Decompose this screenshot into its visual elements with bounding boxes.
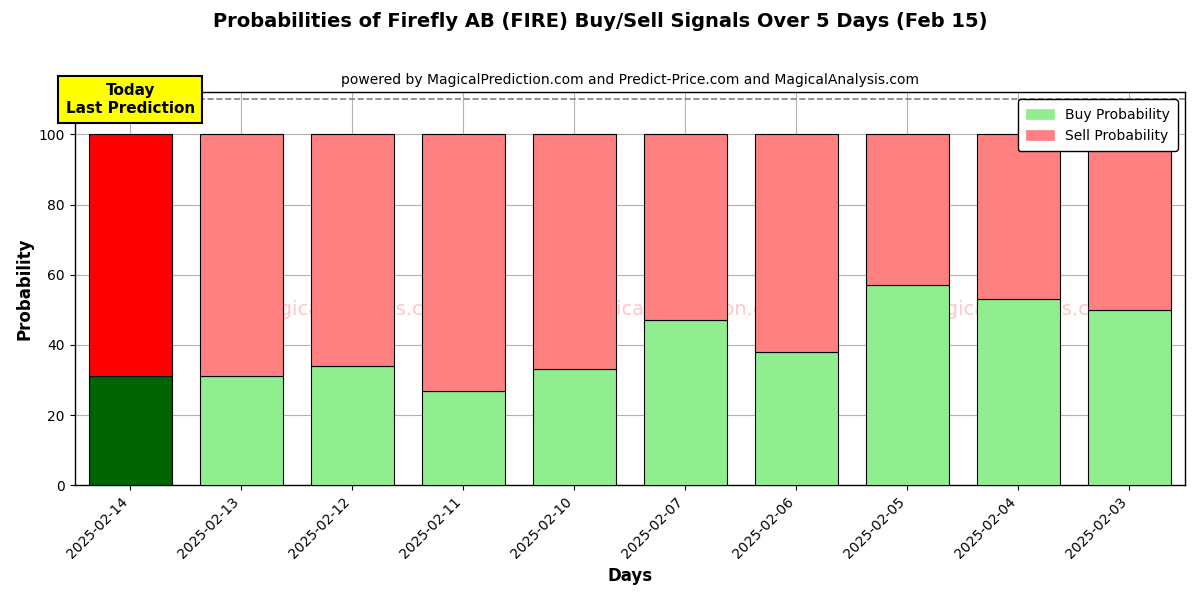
Bar [755,352,838,485]
Bar [1088,134,1171,310]
Bar [533,370,616,485]
Bar [199,134,283,376]
Title: powered by MagicalPrediction.com and Predict-Price.com and MagicalAnalysis.com: powered by MagicalPrediction.com and Pre… [341,73,919,87]
Legend: Buy Probability, Sell Probability: Buy Probability, Sell Probability [1018,99,1178,151]
Bar [311,134,394,366]
Bar [977,299,1060,485]
Text: Probabilities of Firefly AB (FIRE) Buy/Sell Signals Over 5 Days (Feb 15): Probabilities of Firefly AB (FIRE) Buy/S… [212,12,988,31]
Text: MagicalAnalysis.com: MagicalAnalysis.com [917,301,1120,319]
Bar [643,134,727,320]
Bar [199,376,283,485]
Bar [89,376,172,485]
Y-axis label: Probability: Probability [16,238,34,340]
Bar [643,320,727,485]
X-axis label: Days: Days [607,567,653,585]
Text: MagicalAnalysis.com: MagicalAnalysis.com [251,301,454,319]
Text: MagicalPrediction.com: MagicalPrediction.com [576,301,796,319]
Bar [421,391,505,485]
Text: Today
Last Prediction: Today Last Prediction [66,83,194,116]
Bar [977,134,1060,299]
Bar [533,134,616,370]
Bar [865,285,949,485]
Bar [421,134,505,391]
Bar [89,134,172,376]
Bar [311,366,394,485]
Bar [755,134,838,352]
Bar [865,134,949,285]
Bar [1088,310,1171,485]
